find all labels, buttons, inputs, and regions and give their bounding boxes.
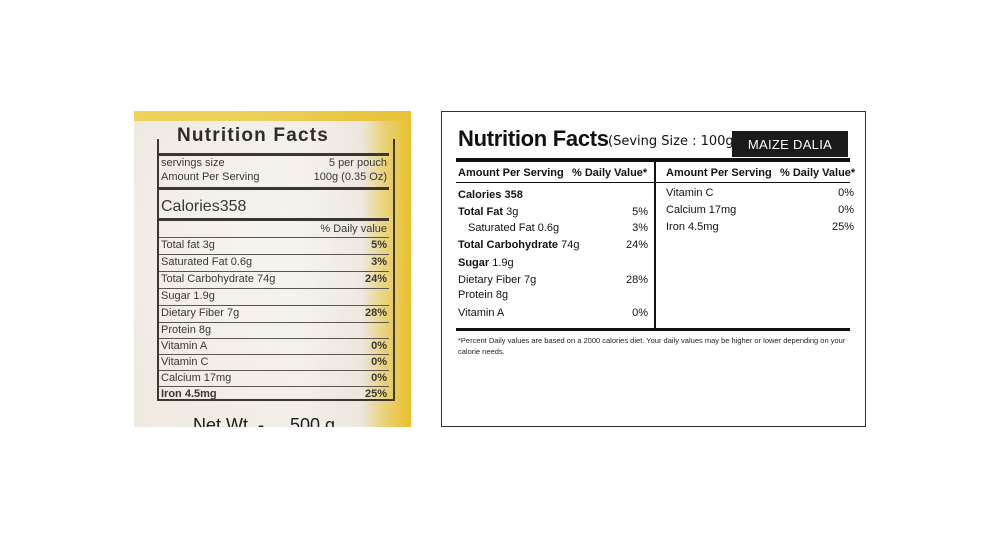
nutrition-label: Nutrition Facts (Seving Size : 100g) MAI… <box>441 111 866 427</box>
bottom-rule <box>456 328 850 331</box>
photo-rule <box>159 218 389 221</box>
packet-photo: Nutrition Facts servings size 5 per pouc… <box>134 111 411 427</box>
photo-rule <box>159 370 389 371</box>
photo-rule <box>159 338 389 339</box>
row-calories: Calories 358 <box>458 189 523 201</box>
row-vitamin-a: Vitamin A <box>458 307 505 319</box>
product-badge: MAIZE DALIA <box>732 131 848 157</box>
photo-title: Nutrition Facts <box>177 125 330 146</box>
photo-rule <box>159 288 389 289</box>
top-rule <box>456 158 850 162</box>
left-header-amount: Amount Per Serving <box>458 167 564 179</box>
photo-rule <box>159 386 389 387</box>
serving-size: (Seving Size : 100g) <box>608 134 739 149</box>
pct-total-carbohydrate: 24% <box>625 239 648 251</box>
pct-iron: 25% <box>831 221 854 233</box>
row-dietary-fiber: Dietary Fiber 7g <box>458 274 537 286</box>
photo-row: Total fat 3g 5% <box>161 239 387 251</box>
footnote: *Percent Daily values are based on a 200… <box>458 336 846 356</box>
row-calcium: Calcium 17mg <box>666 204 737 216</box>
pct-calcium: 0% <box>838 204 854 216</box>
photo-row: Amount Per Serving 100g (0.35 Oz) <box>161 171 387 183</box>
header-rule-right <box>656 182 850 183</box>
photo-row: servings size 5 per pouch <box>161 157 387 169</box>
photo-rule <box>159 187 389 190</box>
pct-dietary-fiber: 28% <box>625 274 648 286</box>
photo-row: Sugar 1.9g <box>161 290 215 302</box>
row-total-fat: Total Fat 3g <box>458 206 519 218</box>
pct-total-fat: 5% <box>632 206 648 218</box>
column-divider <box>654 158 656 330</box>
header-rule-left <box>456 182 654 183</box>
pct-vitamin-a: 0% <box>632 307 648 319</box>
photo-row: Vitamin C 0% <box>161 356 387 368</box>
photo-nutrition-panel: Nutrition Facts servings size 5 per pouc… <box>157 125 395 427</box>
pct-vitamin-c: 0% <box>838 187 854 199</box>
left-header-dv: % Daily Value* <box>572 167 648 179</box>
photo-calories: Calories358 <box>161 198 247 215</box>
photo-rule <box>159 354 389 355</box>
photo-rule <box>159 271 389 272</box>
photo-panel-border <box>157 139 395 401</box>
photo-row: Total Carbohydrate 74g 24% <box>161 273 387 285</box>
right-header-amount: Amount Per Serving <box>666 167 772 179</box>
right-header-dv: % Daily Value* <box>780 167 856 179</box>
photo-row: Vitamin A 0% <box>161 340 387 352</box>
pct-saturated-fat: 3% <box>632 222 648 234</box>
row-vitamin-c: Vitamin C <box>666 187 714 199</box>
photo-shading <box>134 111 411 427</box>
packet-edge <box>134 111 411 121</box>
row-total-carbohydrate: Total Carbohydrate 74g <box>458 239 580 251</box>
photo-rule <box>159 305 389 306</box>
photo-rule <box>159 237 389 238</box>
row-saturated-fat: Saturated Fat 0.6g <box>468 222 560 234</box>
photo-row: Dietary Fiber 7g 28% <box>161 307 387 319</box>
photo-rule <box>159 153 389 156</box>
photo-row: Calcium 17mg 0% <box>161 372 387 384</box>
row-iron: Iron 4.5mg <box>666 221 719 233</box>
photo-net-weight: Net Wt. - 500 g <box>193 415 336 427</box>
row-protein: Protein 8g <box>458 289 509 301</box>
photo-row: Iron 4.5mg 25% <box>161 388 387 400</box>
row-sugar: Sugar 1.9g <box>458 257 514 269</box>
photo-rule <box>159 322 389 323</box>
photo-row: Protein 8g <box>161 324 212 336</box>
photo-dv-header: % Daily value <box>320 223 387 235</box>
photo-row: Saturated Fat 0.6g 3% <box>161 256 387 268</box>
photo-rule <box>159 254 389 255</box>
label-title: Nutrition Facts <box>458 126 609 151</box>
